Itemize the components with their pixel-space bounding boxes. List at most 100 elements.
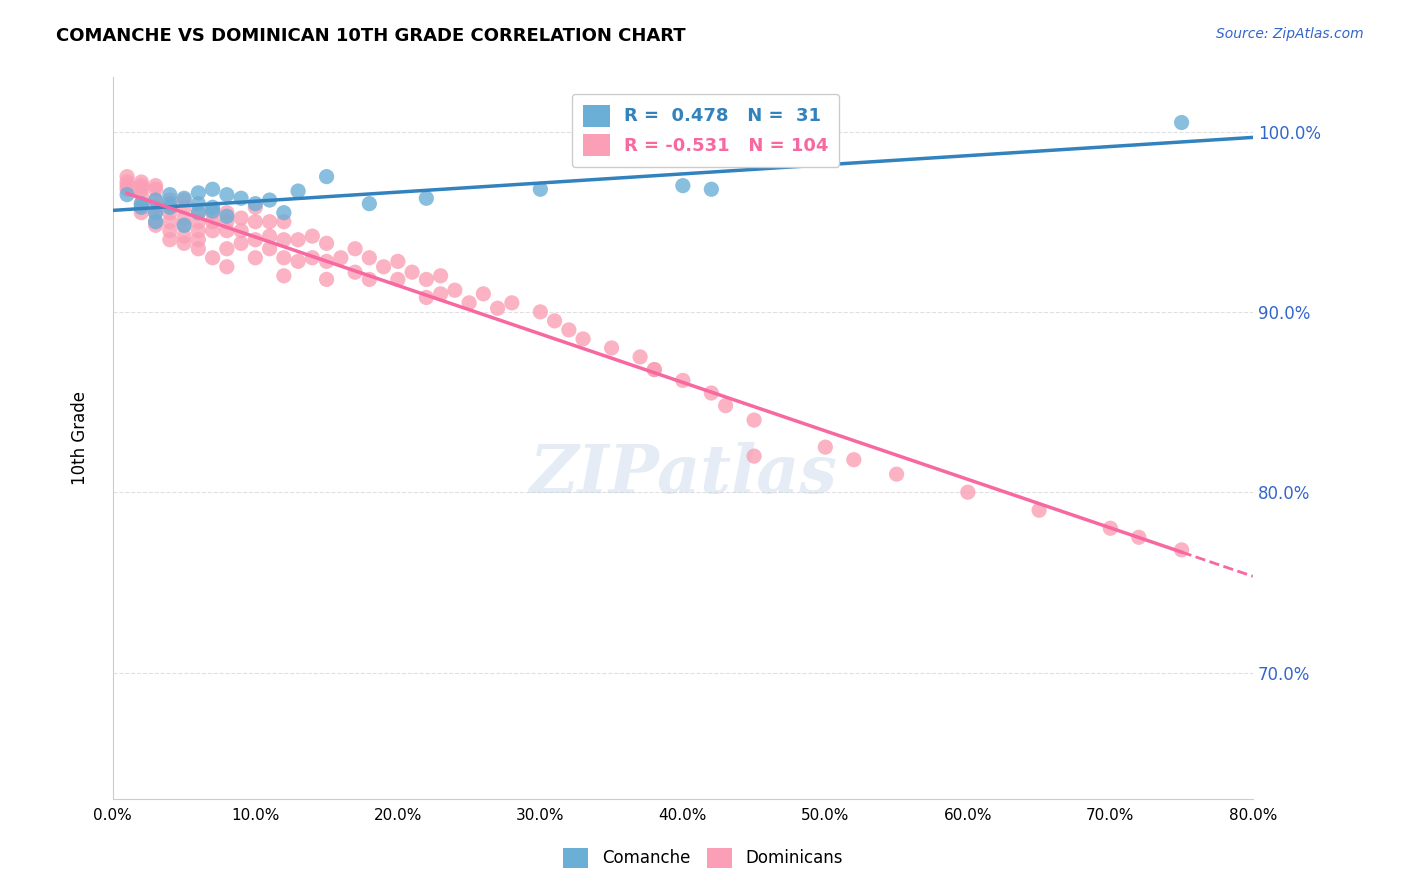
Point xyxy=(700,386,723,401)
Point xyxy=(415,290,437,304)
Point xyxy=(215,224,238,238)
Legend: Comanche, Dominicans: Comanche, Dominicans xyxy=(557,841,849,875)
Point xyxy=(458,296,481,310)
Point xyxy=(273,215,295,229)
Point xyxy=(145,215,167,229)
Point xyxy=(315,169,337,184)
Point xyxy=(329,251,352,265)
Point xyxy=(501,296,523,310)
Point xyxy=(159,196,181,211)
Text: COMANCHE VS DOMINICAN 10TH GRADE CORRELATION CHART: COMANCHE VS DOMINICAN 10TH GRADE CORRELA… xyxy=(56,27,686,45)
Point xyxy=(444,283,467,297)
Point xyxy=(131,200,153,214)
Point xyxy=(401,265,423,279)
Point xyxy=(131,175,153,189)
Point xyxy=(301,229,323,244)
Point xyxy=(387,254,409,268)
Point xyxy=(956,485,979,500)
Point xyxy=(173,191,195,205)
Point xyxy=(115,178,138,193)
Point xyxy=(529,182,551,196)
Point xyxy=(215,215,238,229)
Point xyxy=(215,260,238,274)
Point xyxy=(201,182,224,196)
Point xyxy=(201,215,224,229)
Point xyxy=(373,260,395,274)
Point xyxy=(287,254,309,268)
Point xyxy=(287,233,309,247)
Point xyxy=(159,187,181,202)
Point xyxy=(529,305,551,319)
Point xyxy=(415,191,437,205)
Point xyxy=(1028,503,1050,517)
Point xyxy=(173,211,195,226)
Point xyxy=(359,196,381,211)
Point xyxy=(273,205,295,219)
Point xyxy=(173,236,195,251)
Point xyxy=(145,200,167,214)
Point xyxy=(259,193,281,207)
Point xyxy=(672,373,695,387)
Point xyxy=(814,440,837,454)
Point xyxy=(558,323,581,337)
Point xyxy=(173,219,195,233)
Point xyxy=(131,178,153,193)
Point xyxy=(187,215,209,229)
Point xyxy=(486,301,509,316)
Point xyxy=(429,286,451,301)
Point xyxy=(145,215,167,229)
Point xyxy=(131,205,153,219)
Point xyxy=(245,233,267,247)
Point xyxy=(145,205,167,219)
Point xyxy=(115,182,138,196)
Point xyxy=(215,242,238,256)
Point xyxy=(315,272,337,286)
Point xyxy=(273,251,295,265)
Point xyxy=(187,242,209,256)
Point xyxy=(742,413,765,427)
Point xyxy=(315,254,337,268)
Point xyxy=(145,178,167,193)
Point xyxy=(315,236,337,251)
Point xyxy=(215,187,238,202)
Point xyxy=(215,205,238,219)
Point xyxy=(245,200,267,214)
Point xyxy=(187,186,209,200)
Point xyxy=(1170,542,1192,557)
Point xyxy=(187,205,209,219)
Point xyxy=(1099,521,1122,535)
Point xyxy=(187,205,209,219)
Point xyxy=(1170,115,1192,129)
Point xyxy=(131,187,153,202)
Point xyxy=(301,251,323,265)
Point xyxy=(259,229,281,244)
Point xyxy=(714,399,737,413)
Point xyxy=(700,182,723,196)
Point xyxy=(1128,530,1150,544)
Point xyxy=(600,341,623,355)
Point xyxy=(201,203,224,218)
Point xyxy=(415,272,437,286)
Point xyxy=(173,193,195,207)
Point xyxy=(201,224,224,238)
Point xyxy=(145,182,167,196)
Point xyxy=(131,182,153,196)
Point xyxy=(115,169,138,184)
Point xyxy=(159,200,181,214)
Point xyxy=(359,272,381,286)
Point xyxy=(215,209,238,223)
Text: Source: ZipAtlas.com: Source: ZipAtlas.com xyxy=(1216,27,1364,41)
Point xyxy=(173,219,195,233)
Point xyxy=(643,362,665,376)
Point xyxy=(273,268,295,283)
Point xyxy=(115,175,138,189)
Point xyxy=(245,215,267,229)
Point xyxy=(187,233,209,247)
Point xyxy=(245,196,267,211)
Point xyxy=(229,224,252,238)
Point xyxy=(145,219,167,233)
Point xyxy=(229,236,252,251)
Point xyxy=(131,196,153,211)
Legend: R =  0.478   N =  31, R = -0.531   N = 104: R = 0.478 N = 31, R = -0.531 N = 104 xyxy=(572,94,839,167)
Point xyxy=(187,196,209,211)
